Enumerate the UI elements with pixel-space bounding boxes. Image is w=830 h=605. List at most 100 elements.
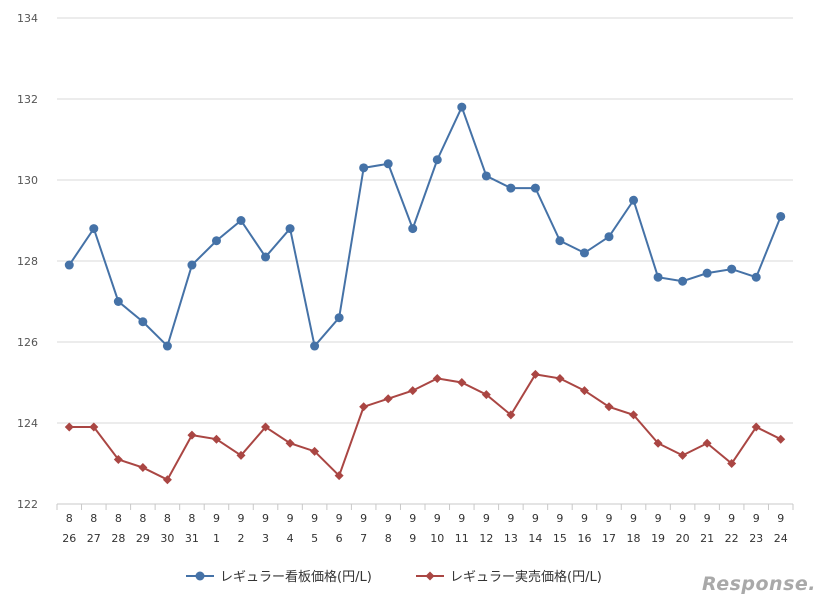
x-tick-month: 8 bbox=[66, 512, 73, 525]
data-point bbox=[481, 171, 491, 181]
x-tick-month: 9 bbox=[777, 512, 784, 525]
data-point bbox=[187, 430, 197, 440]
x-tick-day: 28 bbox=[111, 532, 125, 545]
data-point bbox=[162, 341, 172, 351]
x-tick-day: 13 bbox=[504, 532, 518, 545]
data-point bbox=[334, 313, 344, 323]
x-tick-month: 9 bbox=[458, 512, 465, 525]
data-point bbox=[702, 438, 712, 448]
data-point bbox=[530, 183, 540, 193]
data-point bbox=[653, 438, 663, 448]
data-point bbox=[457, 102, 467, 112]
legend: レギュラー看板価格(円/L) レギュラー実売価格(円/L) bbox=[186, 569, 602, 585]
x-tick-day: 21 bbox=[700, 532, 714, 545]
data-point bbox=[579, 386, 589, 396]
y-tick-label: 134 bbox=[17, 12, 38, 25]
x-tick-day: 30 bbox=[160, 532, 174, 545]
data-point bbox=[310, 446, 320, 456]
legend-marker bbox=[195, 571, 205, 581]
data-point bbox=[89, 422, 99, 432]
x-tick-day: 22 bbox=[725, 532, 739, 545]
x-axis: 8268278288298308319192939495969798999109… bbox=[56, 504, 794, 545]
data-point bbox=[506, 183, 516, 193]
x-tick-day: 3 bbox=[262, 532, 269, 545]
data-point bbox=[359, 163, 369, 173]
x-tick-day: 8 bbox=[385, 532, 392, 545]
x-tick-month: 9 bbox=[704, 512, 711, 525]
x-tick-month: 9 bbox=[238, 512, 245, 525]
x-tick-day: 6 bbox=[336, 532, 343, 545]
x-tick-day: 17 bbox=[602, 532, 616, 545]
data-point bbox=[555, 236, 565, 246]
data-point bbox=[481, 390, 491, 400]
data-point bbox=[432, 373, 442, 383]
data-point bbox=[261, 422, 271, 432]
x-tick-day: 18 bbox=[627, 532, 641, 545]
x-tick-month: 9 bbox=[753, 512, 760, 525]
x-tick-day: 27 bbox=[87, 532, 101, 545]
y-tick-label: 126 bbox=[17, 336, 38, 349]
data-point bbox=[64, 422, 74, 432]
data-point bbox=[751, 422, 761, 432]
data-point bbox=[236, 450, 246, 460]
data-point bbox=[678, 276, 688, 286]
data-point bbox=[579, 248, 589, 258]
data-point bbox=[727, 264, 737, 274]
data-point bbox=[702, 268, 712, 278]
x-tick-month: 9 bbox=[507, 512, 514, 525]
legend-label: レギュラー実売価格(円/L) bbox=[450, 569, 602, 585]
data-point bbox=[530, 369, 540, 379]
x-tick-month: 9 bbox=[606, 512, 613, 525]
x-tick-day: 16 bbox=[577, 532, 591, 545]
data-point bbox=[383, 159, 393, 169]
y-tick-label: 128 bbox=[17, 255, 38, 268]
x-tick-day: 10 bbox=[430, 532, 444, 545]
series-line bbox=[69, 373, 782, 482]
x-tick-month: 8 bbox=[139, 512, 146, 525]
data-point bbox=[310, 341, 320, 351]
y-tick-label: 132 bbox=[17, 93, 38, 106]
data-point bbox=[604, 232, 614, 242]
x-tick-day: 4 bbox=[287, 532, 294, 545]
data-point bbox=[457, 378, 467, 387]
data-point bbox=[629, 410, 639, 420]
x-tick-month: 8 bbox=[90, 512, 97, 525]
x-tick-month: 9 bbox=[581, 512, 588, 525]
data-point bbox=[285, 224, 295, 234]
series-2 bbox=[64, 369, 786, 485]
x-tick-month: 9 bbox=[262, 512, 269, 525]
data-point bbox=[555, 373, 565, 383]
data-point bbox=[211, 236, 221, 246]
data-point bbox=[408, 224, 418, 234]
data-point bbox=[261, 252, 271, 262]
data-point bbox=[187, 260, 197, 270]
data-point bbox=[285, 438, 295, 448]
x-tick-month: 9 bbox=[483, 512, 490, 525]
gridlines bbox=[57, 17, 793, 505]
data-point bbox=[113, 454, 123, 464]
x-tick-day: 11 bbox=[455, 532, 469, 545]
x-tick-day: 9 bbox=[409, 532, 416, 545]
x-tick-month: 8 bbox=[188, 512, 195, 525]
data-point bbox=[236, 216, 246, 225]
data-point bbox=[383, 394, 393, 404]
data-point bbox=[162, 475, 172, 485]
x-tick-day: 23 bbox=[749, 532, 763, 545]
x-tick-day: 12 bbox=[479, 532, 493, 545]
data-point bbox=[629, 195, 639, 205]
x-tick-day: 19 bbox=[651, 532, 665, 545]
x-tick-month: 9 bbox=[385, 512, 392, 525]
x-tick-month: 9 bbox=[655, 512, 662, 525]
x-tick-day: 29 bbox=[136, 532, 150, 545]
x-tick-day: 7 bbox=[360, 532, 367, 545]
data-point bbox=[408, 386, 418, 396]
x-tick-month: 9 bbox=[409, 512, 416, 525]
data-point bbox=[653, 272, 663, 282]
data-point bbox=[64, 260, 74, 270]
data-point bbox=[776, 434, 786, 444]
x-tick-month: 9 bbox=[336, 512, 343, 525]
x-tick-day: 14 bbox=[528, 532, 542, 545]
data-point bbox=[334, 471, 344, 481]
series-layer bbox=[64, 102, 786, 485]
data-point bbox=[506, 410, 516, 420]
